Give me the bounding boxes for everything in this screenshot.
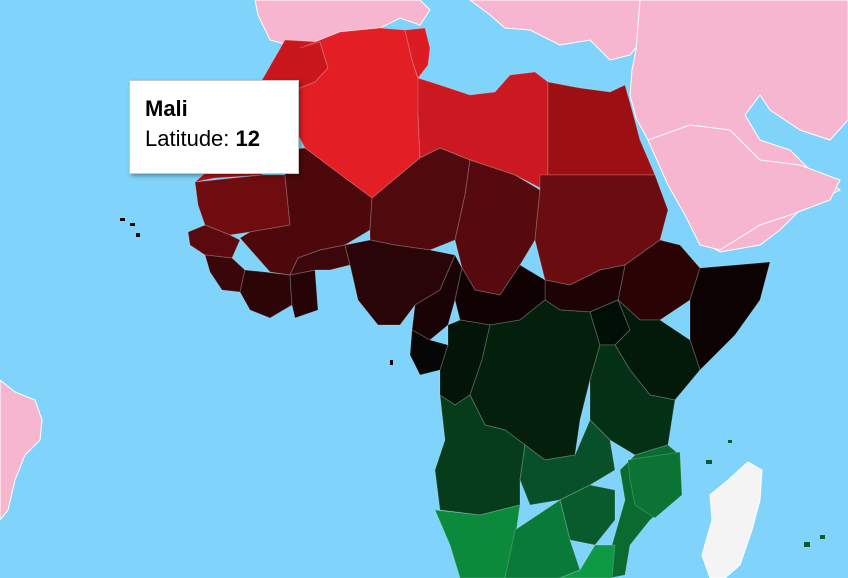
tooltip-metric-label: Latitude:: [145, 126, 230, 151]
ghana[interactable]: [289, 269, 319, 319]
mauritius-islands: [804, 535, 825, 547]
tooltip-country-name: Mali: [145, 96, 188, 121]
arabia-land: [647, 124, 841, 251]
madagascar[interactable]: [701, 461, 763, 578]
mauritania[interactable]: [194, 174, 291, 236]
somalia[interactable]: [689, 261, 771, 371]
senegal[interactable]: [187, 224, 241, 259]
south-america-land: [0, 379, 43, 521]
country-tooltip: Mali Latitude: 12: [129, 80, 299, 174]
tooltip-metric-row: Latitude: 12: [145, 123, 283, 155]
south-africa[interactable]: [559, 544, 616, 578]
comoros-islands: [706, 440, 732, 464]
tunisia[interactable]: [404, 27, 431, 79]
tooltip-metric-value: 12: [235, 126, 261, 151]
zambia[interactable]: [519, 419, 616, 506]
cape-verde-islands: [120, 218, 140, 237]
sao-tome-island: [390, 360, 393, 365]
mozambique-east[interactable]: [627, 451, 683, 519]
